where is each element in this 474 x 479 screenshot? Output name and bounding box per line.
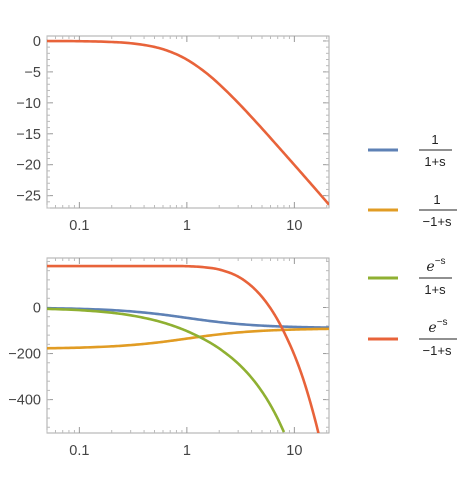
magnitude-y-tick-label: −10 xyxy=(16,96,41,112)
magnitude-x-tick-label: 0.1 xyxy=(69,218,89,234)
legend-entry-1: 1 1+s xyxy=(368,132,452,169)
phase-x-tick-label: 1 xyxy=(183,443,191,459)
phase-y-tick-label: −200 xyxy=(8,347,41,363)
phase-x-tick-label: 10 xyxy=(286,443,302,459)
phase-y-tick-label: 0 xyxy=(33,301,41,317)
magnitude-plot: 0.1 1 10 0 −5 −10 −15 −20 −25 xyxy=(16,34,330,234)
magnitude-x-tick-label: 10 xyxy=(286,218,302,234)
phase-series-line-2 xyxy=(47,327,329,350)
legend-4-denominator: −1+s xyxy=(423,343,452,358)
legend-entry-3: e−s 1+s xyxy=(368,256,452,297)
magnitude-series-line-1 xyxy=(47,39,329,206)
magnitude-y-tick-label: −15 xyxy=(16,127,41,143)
phase-series-line-3 xyxy=(47,307,286,433)
magnitude-y-tick-label: 0 xyxy=(33,34,41,50)
phase-series-line-4 xyxy=(47,264,320,433)
magnitude-frame xyxy=(46,35,330,209)
magnitude-y-tick-label: −25 xyxy=(16,189,41,205)
phase-series-line-1 xyxy=(47,306,329,329)
magnitude-y-tick-label: −20 xyxy=(16,158,41,174)
phase-x-tick-label: 0.1 xyxy=(69,443,89,459)
legend-entry-4: e−s −1+s xyxy=(368,317,457,358)
legend-3-numerator: e−s xyxy=(426,256,445,275)
magnitude-y-tick-label: −5 xyxy=(24,65,41,81)
legend-entry-2: 1 −1+s xyxy=(368,192,457,229)
legend-2-denominator: −1+s xyxy=(423,214,452,229)
legend-4-numerator: e−s xyxy=(428,317,447,336)
legend: 1 1+s 1 −1+s e−s 1+s e−s −1+s xyxy=(368,132,457,358)
phase-plot: 0.1 1 10 0 −200 −400 xyxy=(8,257,330,459)
legend-3-denominator: 1+s xyxy=(424,282,446,297)
legend-1-denominator: 1+s xyxy=(424,154,446,169)
legend-2-numerator: 1 xyxy=(433,192,440,207)
phase-frame xyxy=(46,257,330,434)
magnitude-x-tick-label: 1 xyxy=(183,218,191,234)
legend-1-numerator: 1 xyxy=(431,132,438,147)
phase-y-tick-label: −400 xyxy=(8,393,41,409)
